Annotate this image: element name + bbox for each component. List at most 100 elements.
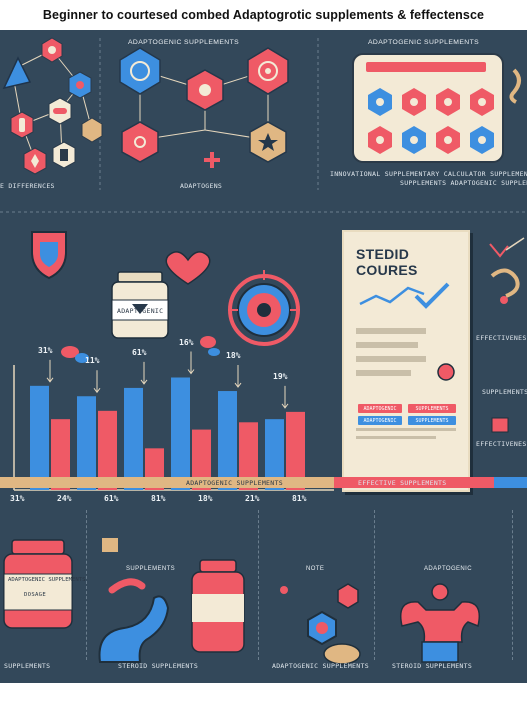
- tick-label: 24%: [57, 494, 72, 503]
- supplement-jar-icon: [3, 539, 73, 629]
- arrow-down-icon: [46, 359, 54, 383]
- card-chip-a: ADAPTOGENIC: [358, 404, 402, 413]
- pill-icon: [48, 97, 72, 125]
- right-panel: [352, 53, 521, 163]
- hexagon-icon: [41, 37, 63, 63]
- card-title: STEDID COURES: [356, 246, 418, 278]
- bar-chart: [13, 351, 334, 491]
- jar-label: ADAPTOGENIC SUPPLEMENTS: [8, 577, 86, 583]
- hexagon-icon: [368, 126, 392, 154]
- arrow-down-icon: [281, 385, 289, 409]
- hexagon-icon: [119, 47, 161, 95]
- card-chip-d: SUPPLEMENTS: [408, 416, 456, 425]
- left-network: [2, 37, 103, 175]
- hexagon-icon: [470, 126, 494, 154]
- data-label: 19%: [273, 371, 288, 381]
- card-chip-b: SUPPLEMENTS: [408, 404, 456, 413]
- hexagon-icon: [307, 610, 337, 646]
- data-label: 61%: [132, 347, 147, 357]
- hexagon-icon: [470, 88, 494, 116]
- hexagon-icon: [247, 47, 289, 95]
- tick-label: 81%: [292, 494, 307, 503]
- bottle-label: ADAPTOGENIC: [117, 307, 164, 315]
- top-dividers: [99, 38, 319, 190]
- hexagon-icon: [436, 88, 460, 116]
- jar-sub: DOSAGE: [24, 592, 47, 598]
- bottom-section: ADAPTOGENIC SUPPLEMENTS DOSAGE SUPPLEMEN…: [0, 510, 527, 683]
- footer: [0, 683, 527, 703]
- strip: [0, 477, 527, 488]
- bar-red-5: [286, 411, 305, 490]
- left-caption: E DIFFERENCES: [0, 182, 55, 190]
- strip-label-1: ADAPTOGENIC SUPPLEMENTS: [186, 479, 283, 487]
- tick-label: 18%: [198, 494, 213, 503]
- plus-icon: [204, 152, 220, 168]
- panel-2-title: SUPPLEMENTS: [126, 566, 176, 572]
- header: Beginner to courtesed combed Adaptogroti…: [0, 0, 527, 30]
- card-chip-c: ADAPTOGENIC: [358, 416, 402, 425]
- hexagon-icon: [337, 583, 359, 609]
- tick-label: 21%: [245, 494, 260, 503]
- middle-title: ADAPTOGENIC SUPPLEMENTS: [128, 39, 240, 46]
- heart-icon: [165, 251, 211, 285]
- hexagon-icon: [368, 88, 392, 116]
- middle-caption: ADAPTOGENS: [180, 182, 223, 190]
- bar-red-4: [239, 422, 258, 490]
- right-label-1: EFFECTIVENESS: [476, 334, 527, 342]
- hexagon-icon: [23, 147, 47, 175]
- hexagon-icon: [402, 88, 426, 116]
- checkmark-chart-icon: [359, 282, 450, 309]
- panel-4-caption: STEROID SUPPLEMENTS: [392, 662, 473, 670]
- data-label: 11%: [85, 356, 100, 366]
- data-label: 18%: [226, 351, 241, 361]
- bar-blue-4: [218, 391, 237, 490]
- jar-icon: [111, 271, 169, 339]
- hexagon-icon: [52, 141, 76, 169]
- tick-label: 31%: [10, 494, 25, 503]
- strip-label-2: EFFECTIVE SUPPLEMENTS: [358, 479, 447, 487]
- hook-icon: [509, 68, 521, 104]
- chart-illustrations: [31, 231, 300, 363]
- bar-blue-2: [124, 387, 143, 490]
- target-icon: [228, 270, 300, 346]
- hexagon-icon: [186, 69, 224, 111]
- hexagon-icon: [436, 126, 460, 154]
- tick-label: 81%: [151, 494, 166, 503]
- bar-red-3: [192, 429, 211, 490]
- right-label-2: SUPPLEMENTS: [482, 388, 527, 396]
- bar-red-0: [51, 419, 70, 490]
- hexagon-icon: [121, 121, 159, 163]
- bar-blue-0: [30, 385, 49, 490]
- arrow-down-icon: [187, 351, 195, 375]
- bar-blue-3: [171, 377, 190, 490]
- muscle-arm-icon: [98, 538, 245, 663]
- middle-dividers: [0, 211, 527, 213]
- panel-4-title: ADAPTOGENIC: [424, 566, 472, 572]
- bar-blue-5: [265, 419, 284, 490]
- right-caption-1: INNOVATIONAL SUPPLEMENTARY CALCULATOR SU…: [330, 170, 527, 178]
- arrow-down-icon: [140, 361, 148, 385]
- hexagon-icon: [10, 111, 34, 139]
- study-card: STEDID COURES ADAPTOGENIC SUPPLEMENTS AD…: [342, 230, 470, 492]
- panel-1-caption: SUPPLEMENTS: [4, 662, 51, 670]
- right-label-3: EFFECTIVENESS: [476, 440, 527, 448]
- tick-label: 61%: [104, 494, 119, 503]
- panel-3-title: NOTE: [306, 566, 325, 572]
- hexagon-icon: [68, 71, 92, 99]
- panel-2-caption: STEROID SUPPLEMENTS: [118, 662, 199, 670]
- right-caption-2: SUPPLEMENTS ADAPTOGENIC SUPPLEMENTS: [400, 179, 527, 187]
- right-title: ADAPTOGENIC SUPPLEMENTS: [368, 39, 480, 46]
- right-illustrations: [489, 237, 525, 433]
- star-icon: [249, 121, 287, 163]
- data-label: 31%: [38, 345, 53, 355]
- text-lines: [356, 328, 456, 439]
- board: E DIFFERENCES ADAPTOGENIC SUPPLEMENTS: [0, 30, 527, 683]
- triangle-icon: [2, 56, 32, 90]
- arrow-down-icon: [93, 370, 101, 394]
- arrow-down-icon: [234, 365, 242, 388]
- pill-icon: [61, 336, 220, 363]
- panel-3-caption: ADAPTOGENIC SUPPLEMENTS: [272, 662, 369, 670]
- page-title: Beginner to courtesed combed Adaptogroti…: [42, 8, 485, 22]
- hexagon-icon: [81, 117, 103, 143]
